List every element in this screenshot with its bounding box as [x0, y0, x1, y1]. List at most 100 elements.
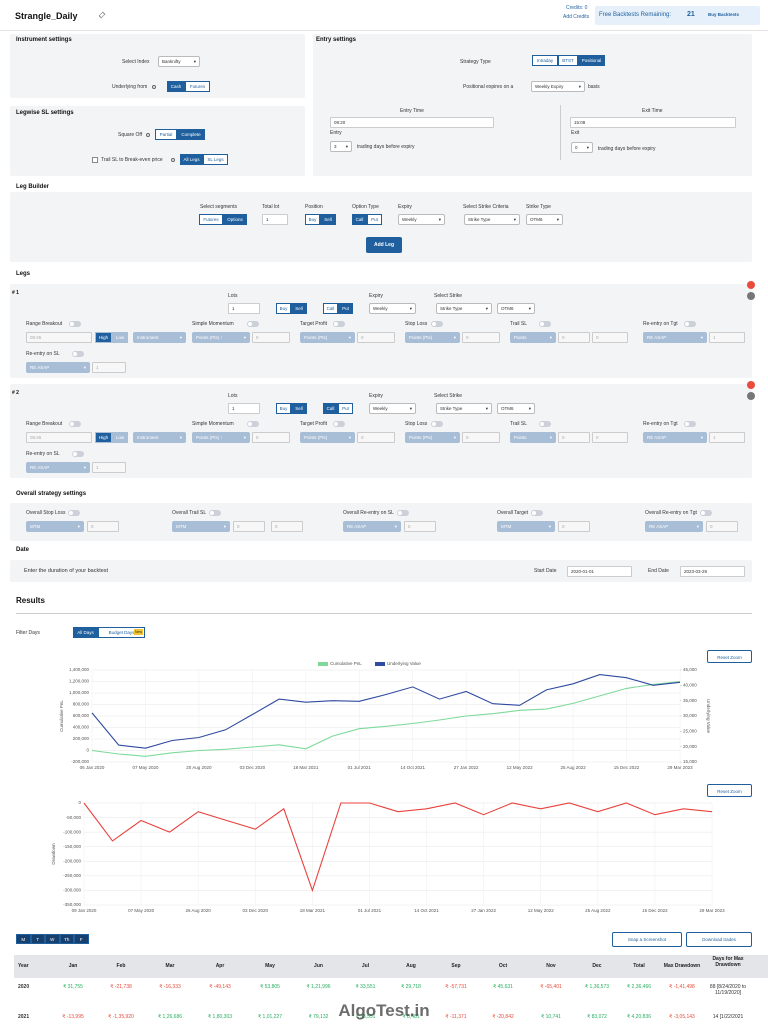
dropdown[interactable]: OTM6 — [497, 403, 535, 414]
switch[interactable] — [431, 421, 443, 427]
switch[interactable] — [684, 321, 696, 327]
input[interactable]: 0 — [357, 432, 395, 443]
toggle-button[interactable]: Options — [223, 214, 247, 225]
input[interactable]: 0 — [357, 332, 395, 343]
dropdown[interactable]: Points — [510, 432, 556, 443]
switch[interactable] — [69, 421, 81, 427]
input[interactable]: 0 — [252, 332, 290, 343]
toggle-button[interactable]: Cash — [167, 81, 185, 92]
dropdown[interactable]: Banknifty — [158, 56, 200, 67]
dropdown[interactable]: Weekly — [398, 214, 445, 225]
switch[interactable] — [72, 351, 84, 357]
toggle-button[interactable]: BTST — [558, 55, 578, 66]
dropdown[interactable]: Instrument — [133, 432, 186, 443]
dropdown[interactable]: Strike Type — [436, 303, 492, 314]
switch[interactable] — [247, 421, 259, 427]
input[interactable]: 0 — [592, 332, 628, 343]
input[interactable]: 1 — [92, 362, 126, 373]
toggle-button[interactable]: Call — [323, 403, 338, 414]
toggle-button[interactable]: Low — [112, 432, 128, 443]
toggle-button[interactable]: Intraday — [532, 55, 558, 66]
input[interactable]: 0 — [706, 521, 738, 532]
toggle-button[interactable]: Positional — [578, 55, 605, 66]
toggle-button[interactable]: Sell — [291, 303, 307, 314]
button[interactable]: Buy Backtests — [708, 12, 740, 17]
dropdown[interactable]: RE ASAP — [643, 332, 707, 343]
toggle-button[interactable]: Partial — [155, 129, 177, 140]
toggle-button[interactable]: Put — [338, 303, 353, 314]
switch[interactable] — [539, 421, 551, 427]
dropdown[interactable]: Points (Pts) — [300, 332, 355, 343]
button[interactable]: Reset Zoom — [707, 784, 752, 797]
input[interactable]: 1 — [262, 214, 288, 225]
input[interactable]: 1 — [228, 303, 260, 314]
input[interactable]: 0 — [252, 432, 290, 443]
toggle-button[interactable]: All Days — [73, 627, 98, 638]
input[interactable]: 15:08 — [570, 117, 736, 128]
dropdown[interactable]: OTM6 — [526, 214, 563, 225]
switch[interactable] — [700, 510, 712, 516]
switch[interactable] — [69, 321, 81, 327]
input[interactable]: 0 — [404, 521, 436, 532]
input[interactable]: 0 — [271, 521, 303, 532]
toggle-button[interactable]: Low — [112, 332, 128, 343]
toggle-button[interactable]: Futures — [199, 214, 223, 225]
dropdown[interactable]: Strike Type — [464, 214, 520, 225]
toggle-button[interactable]: Buy — [276, 303, 291, 314]
switch[interactable] — [539, 321, 551, 327]
dropdown[interactable]: Points (Pts) ↑ — [192, 332, 250, 343]
dropdown[interactable]: Points (Pts) ↑ — [192, 432, 250, 443]
dropdown[interactable]: Points (Pts) — [405, 432, 460, 443]
input[interactable]: 0 — [87, 521, 119, 532]
switch[interactable] — [247, 321, 259, 327]
switch[interactable] — [431, 321, 443, 327]
button[interactable]: Reset Zoom — [707, 650, 752, 663]
toggle-button[interactable]: Futures — [185, 81, 210, 92]
input[interactable]: 2023-03-29 — [680, 566, 745, 577]
toggle-button[interactable]: T — [30, 934, 45, 944]
input[interactable]: 09:45 — [26, 332, 92, 343]
input[interactable]: 1 — [92, 462, 126, 473]
toggle-button[interactable]: Put — [367, 214, 382, 225]
dropdown[interactable]: OTM6 — [497, 303, 535, 314]
input[interactable]: 1 — [709, 432, 745, 443]
dropdown[interactable]: Instrument — [133, 332, 186, 343]
toggle-button[interactable]: Buy — [305, 214, 320, 225]
toggle-button[interactable]: Complete — [177, 129, 205, 140]
input[interactable]: 1 — [228, 403, 260, 414]
dropdown[interactable]: Strike Type — [436, 403, 492, 414]
switch[interactable] — [531, 510, 543, 516]
toggle-button[interactable]: Sell — [320, 214, 336, 225]
switch[interactable] — [333, 421, 345, 427]
dropdown[interactable]: 0 — [571, 142, 593, 153]
switch[interactable] — [72, 451, 84, 457]
toggle-button[interactable]: SL Legs — [203, 154, 228, 165]
dropdown[interactable]: RE ASAP — [26, 462, 90, 473]
toggle-button[interactable]: Buy — [276, 403, 291, 414]
button[interactable]: Snap a Screenshot — [612, 932, 682, 947]
dropdown[interactable]: Points (Pts) — [300, 432, 355, 443]
input[interactable]: 09:45 — [26, 432, 92, 443]
dropdown[interactable]: 3 — [330, 141, 352, 152]
button[interactable]: Add Leg — [366, 237, 402, 253]
input[interactable]: 0 — [462, 432, 500, 443]
input[interactable]: 1 — [709, 332, 745, 343]
input[interactable]: 0 — [233, 521, 265, 532]
toggle-button[interactable]: Th — [59, 934, 74, 944]
dropdown[interactable]: RE ASAP — [26, 362, 90, 373]
toggle-button[interactable]: Put — [338, 403, 353, 414]
dropdown[interactable]: Weekly — [369, 303, 416, 314]
toggle-button[interactable]: All Legs — [180, 154, 203, 165]
input[interactable]: 2020-01-01 — [567, 566, 632, 577]
input[interactable]: 0 — [592, 432, 628, 443]
dropdown[interactable]: MTM — [26, 521, 84, 532]
switch[interactable] — [209, 510, 221, 516]
dropdown[interactable]: RE ASAP — [343, 521, 401, 532]
dropdown[interactable]: Weekly — [369, 403, 416, 414]
toggle-button[interactable]: Sell — [291, 403, 307, 414]
toggle-button[interactable]: High — [95, 432, 112, 443]
toggle-button[interactable]: High — [95, 332, 112, 343]
dropdown[interactable]: Weekly Expiry — [531, 81, 585, 92]
toggle-button[interactable]: W — [45, 934, 60, 944]
button[interactable]: Download trades — [686, 932, 752, 947]
